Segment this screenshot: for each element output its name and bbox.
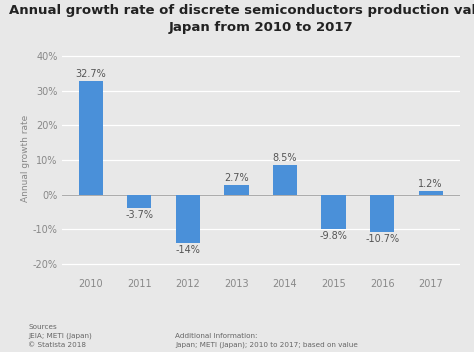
Text: Additional Information:
Japan; METI (Japan); 2010 to 2017; based on value: Additional Information: Japan; METI (Jap… [175,333,358,348]
Title: Annual growth rate of discrete semiconductors production value in
Japan from 201: Annual growth rate of discrete semicondu… [9,4,474,34]
Text: -10.7%: -10.7% [365,234,399,244]
Text: 2.7%: 2.7% [224,174,249,183]
Text: 8.5%: 8.5% [273,153,297,163]
Text: 1.2%: 1.2% [419,178,443,189]
Bar [176,195,200,243]
Text: -3.7%: -3.7% [125,210,153,220]
Text: -9.8%: -9.8% [319,231,347,241]
Y-axis label: Annual growth rate: Annual growth rate [21,115,30,202]
Bar [273,165,297,195]
Bar [224,186,248,195]
Bar [419,191,443,195]
Bar [79,81,103,195]
Bar [127,195,152,208]
Bar [370,195,394,232]
Bar [321,195,346,229]
Text: 32.7%: 32.7% [75,69,106,79]
Text: -14%: -14% [175,245,201,256]
Text: Sources
JEIA; METI (Japan)
© Statista 2018: Sources JEIA; METI (Japan) © Statista 20… [28,324,92,348]
